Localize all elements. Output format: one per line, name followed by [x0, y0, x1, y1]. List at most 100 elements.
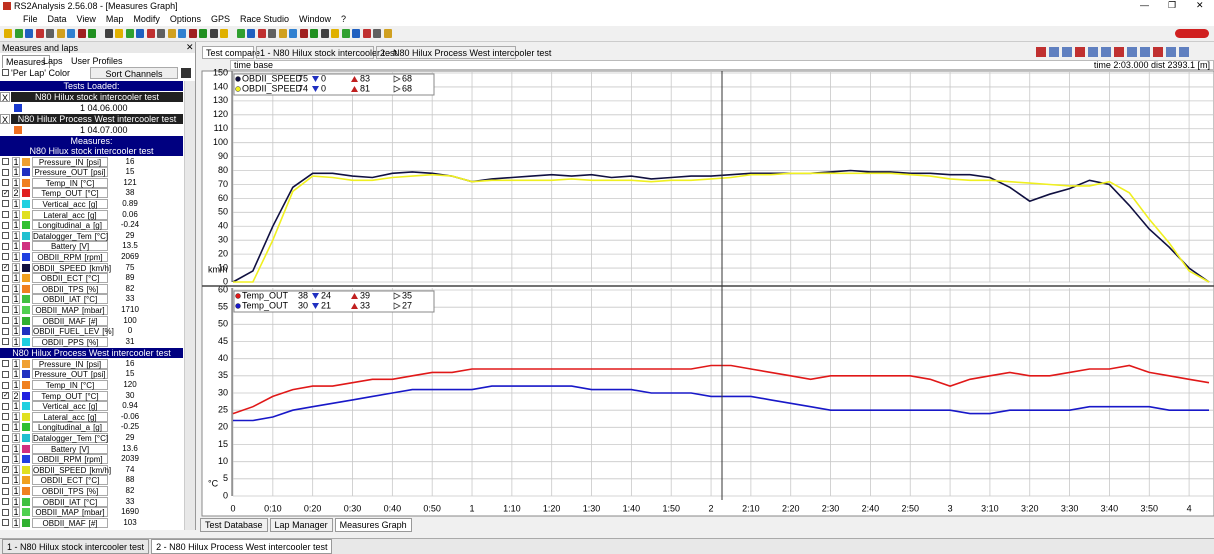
channel-name-box[interactable]: Vertical_acc [g] — [32, 198, 108, 209]
channel-name-box[interactable]: OBDII_RPM [rpm] — [32, 454, 108, 465]
channel-checkbox[interactable] — [2, 168, 9, 176]
panel-tab[interactable]: Measures — [2, 55, 50, 68]
toolbar-button[interactable] — [67, 29, 75, 38]
toolbar-button[interactable] — [268, 29, 276, 38]
channel-name-box[interactable]: OBDII_MAP [mbar] — [32, 304, 108, 315]
bottom-tab[interactable]: Lap Manager — [269, 518, 333, 532]
bottom-tab[interactable]: Test Database — [200, 518, 268, 532]
channel-checkbox[interactable] — [2, 498, 9, 506]
channel-checkbox[interactable] — [2, 508, 9, 516]
toolbar-button[interactable] — [167, 29, 176, 38]
channel-name-box[interactable]: OBDII_TPS [%] — [32, 486, 108, 496]
channel-checkbox[interactable] — [2, 317, 9, 324]
channel-name-box[interactable]: Temp_IN [°C] — [32, 380, 108, 390]
channel-name-box[interactable]: Pressure_IN [psi] — [32, 358, 108, 369]
channel-checkbox[interactable] — [2, 200, 9, 208]
channel-name-box[interactable]: OBDII_ECT [°C] — [32, 475, 108, 486]
toolbar-button[interactable] — [146, 29, 155, 38]
channel-checkbox[interactable] — [2, 211, 9, 218]
channel-name-box[interactable]: Pressure_IN [psi] — [32, 156, 108, 167]
toolbar-button[interactable] — [125, 29, 134, 38]
toolbar-button[interactable] — [362, 29, 371, 38]
bottom-tab[interactable]: Measures Graph — [334, 518, 412, 532]
maximize[interactable]: ❐ — [1168, 0, 1177, 10]
channel-checkbox[interactable] — [2, 370, 9, 378]
graph-tool[interactable] — [1179, 47, 1189, 57]
channel-checkbox[interactable] — [2, 327, 9, 335]
graph-tool[interactable] — [1127, 47, 1137, 57]
graph-tool[interactable] — [1062, 47, 1072, 57]
toolbar-button[interactable] — [278, 29, 287, 38]
graph-tool[interactable] — [1140, 47, 1150, 57]
channel-name-box[interactable]: OBDII_ECT [°C] — [32, 273, 108, 284]
toolbar-button[interactable] — [331, 29, 339, 38]
remove-test[interactable]: X — [0, 114, 10, 125]
menu-item[interactable]: Race Studio — [239, 14, 289, 24]
channel-checkbox[interactable] — [2, 413, 9, 421]
channel-name-box[interactable]: Pressure_OUT [psi] — [32, 167, 108, 178]
channel-name-box[interactable]: Temp_IN [°C] — [32, 177, 108, 188]
channel-name-box[interactable]: Pressure_OUT [psi] — [32, 369, 108, 380]
toolbar-button[interactable] — [188, 29, 197, 38]
minimize[interactable]: — — [1140, 0, 1149, 10]
toolbar-button[interactable] — [299, 29, 308, 38]
toolbar-button[interactable] — [310, 29, 318, 38]
channel-name-box[interactable]: OBDII_SPEED [km/h] — [32, 262, 111, 273]
channel-name-box[interactable]: Battery [V] — [32, 241, 108, 252]
graph-tool[interactable] — [1036, 47, 1046, 57]
toolbar-button[interactable] — [320, 29, 329, 38]
graph-tool[interactable] — [1101, 47, 1111, 57]
channel-name-box[interactable]: OBDII_RPM [rpm] — [32, 251, 108, 262]
channel-name-box[interactable]: OBDII_FUEL_LEV [%] — [32, 326, 114, 337]
toolbar-button[interactable] — [46, 29, 54, 38]
channel-checkbox[interactable] — [2, 519, 9, 527]
channel-checkbox[interactable] — [2, 434, 9, 442]
channel-checkbox[interactable] — [2, 242, 9, 250]
channel-name-box[interactable]: Datalogger_Tem [°C] — [32, 433, 108, 443]
channel-checkbox[interactable] — [2, 476, 9, 484]
channel-checkbox[interactable] — [2, 487, 9, 495]
channel-checkbox[interactable] — [2, 338, 9, 346]
toolbar-button[interactable] — [178, 29, 186, 38]
menu-item[interactable]: File — [23, 14, 38, 24]
toolbar-button[interactable] — [14, 29, 23, 38]
menu-item[interactable]: Map — [105, 14, 124, 24]
doc-tab[interactable]: 1 - N80 Hilux stock intercooler test — [256, 46, 397, 59]
toolbar-button[interactable] — [257, 29, 266, 38]
channel-checkbox[interactable] — [2, 423, 9, 431]
tool-icon[interactable] — [181, 68, 191, 78]
close[interactable]: ✕ — [1196, 0, 1204, 10]
channel-checkbox[interactable] — [2, 402, 9, 410]
toolbar-button[interactable] — [247, 29, 255, 38]
toolbar-button[interactable] — [115, 29, 123, 38]
scrollbar[interactable] — [184, 81, 195, 530]
graph-tool[interactable] — [1166, 47, 1176, 57]
toolbar-button[interactable] — [56, 29, 65, 38]
channel-name-box[interactable]: Temp_OUT [°C] — [32, 188, 108, 199]
graph-tool[interactable] — [1075, 47, 1085, 57]
channel-checkbox[interactable]: ✓ — [2, 264, 9, 271]
panel-tab[interactable]: Laps — [43, 56, 63, 66]
channel-name-box[interactable]: Longitudinal_a [g] — [32, 422, 108, 433]
channel-name-box[interactable]: OBDII_TPS [%] — [32, 283, 108, 294]
panel-tab[interactable]: User Profiles — [71, 56, 123, 66]
channel-checkbox[interactable] — [2, 179, 9, 187]
menu-item[interactable]: GPS — [210, 14, 230, 24]
toolbar-button[interactable] — [88, 29, 96, 38]
doc-tab[interactable]: 2 - N80 Hilux Process West intercooler t… — [376, 46, 551, 59]
menu-item[interactable]: Window — [299, 14, 332, 24]
channel-checkbox[interactable] — [2, 158, 9, 165]
channel-name-box[interactable]: Lateral_acc [g] — [32, 411, 108, 422]
channel-checkbox[interactable] — [2, 295, 9, 303]
channel-name-box[interactable]: OBDII_MAF [#] — [32, 315, 108, 326]
graph-tool[interactable] — [1114, 47, 1124, 57]
channel-name-box[interactable]: OBDII_MAP [mbar] — [32, 507, 108, 518]
channel-name-box[interactable]: OBDII_SPEED [km/h] — [32, 464, 111, 475]
channel-name-box[interactable]: Longitudinal_a [g] — [32, 220, 108, 231]
channel-checkbox[interactable] — [2, 221, 9, 229]
channel-name-box[interactable]: OBDII_IAT [°C] — [32, 496, 108, 507]
status-tab[interactable]: 1 - N80 Hilux stock intercooler test — [2, 539, 150, 554]
graph-tool[interactable] — [1153, 47, 1163, 57]
channel-name-box[interactable]: Lateral_acc [g] — [32, 209, 108, 220]
menu-item[interactable]: View — [76, 14, 96, 24]
